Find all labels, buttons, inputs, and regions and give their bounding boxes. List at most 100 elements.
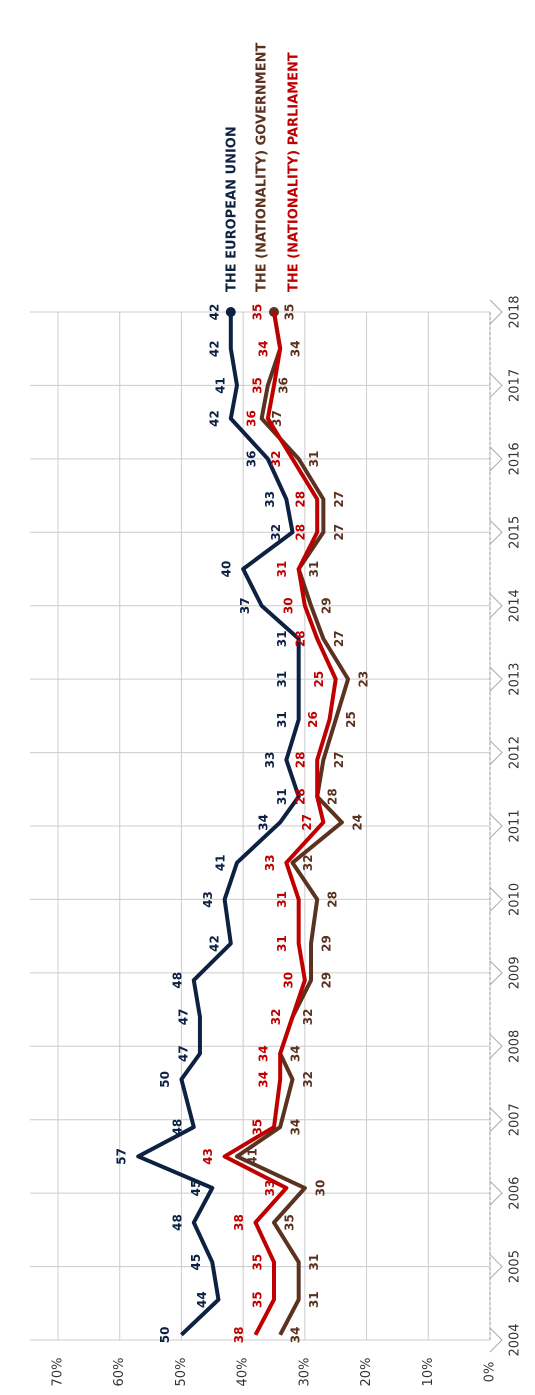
- x-tick-label: 2009: [508, 956, 523, 989]
- data-label: 28: [294, 788, 308, 805]
- data-label: 31: [307, 1254, 321, 1271]
- data-label: 28: [294, 524, 308, 541]
- data-label: 35: [251, 1291, 265, 1308]
- data-label: 34: [289, 1119, 303, 1136]
- data-label: 33: [263, 752, 277, 769]
- data-label: 30: [313, 1180, 327, 1197]
- y-tick-label: 20%: [359, 1358, 374, 1387]
- data-label: 28: [294, 752, 308, 769]
- data-label: 34: [257, 1071, 271, 1088]
- tick-mark: [489, 740, 503, 765]
- data-label: 48: [170, 1214, 184, 1231]
- data-label: 32: [301, 1009, 315, 1026]
- series-line: [136, 312, 301, 1337]
- x-tick-label: 2006: [508, 1177, 523, 1210]
- data-label: 25: [344, 711, 358, 728]
- y-tick-label: 70%: [51, 1358, 66, 1387]
- data-label: 50: [158, 1071, 172, 1088]
- x-tick-label: 2012: [508, 736, 523, 769]
- data-label: 38: [232, 1327, 246, 1344]
- x-tick-label: 2018: [508, 295, 523, 328]
- tick-mark: [489, 666, 503, 692]
- x-tick-label: 2005: [508, 1250, 523, 1283]
- data-label: 28: [294, 630, 308, 647]
- tick-mark: [489, 1327, 503, 1353]
- tick-mark: [489, 593, 503, 619]
- data-label: 40: [220, 561, 234, 578]
- data-label: 32: [301, 1071, 315, 1088]
- data-label: 43: [201, 891, 215, 908]
- data-label: 31: [307, 451, 321, 468]
- data-label: 42: [207, 410, 221, 427]
- data-label: 42: [207, 304, 221, 321]
- legend-label: THE EUROPEAN UNION: [225, 126, 240, 292]
- data-label: 29: [320, 597, 334, 614]
- x-tick-label: 2004: [508, 1323, 523, 1356]
- data-label: 41: [245, 1148, 259, 1165]
- tick-mark: [489, 299, 503, 325]
- data-label: 47: [176, 1045, 190, 1062]
- data-label: 43: [201, 1148, 215, 1165]
- data-label: 30: [281, 972, 295, 989]
- data-label: 31: [275, 561, 289, 578]
- data-label: 48: [170, 1119, 184, 1136]
- data-label: 31: [275, 711, 289, 728]
- data-label: 38: [232, 1214, 246, 1231]
- data-label: 31: [307, 1291, 321, 1308]
- y-tick-label: 30%: [297, 1358, 312, 1387]
- data-label: 34: [257, 340, 271, 357]
- data-label: 29: [320, 972, 334, 989]
- x-tick-label: 2008: [508, 1030, 523, 1063]
- legend-label: THE (NATIONALITY) PARLIAMENT: [287, 52, 302, 292]
- data-label: 35: [251, 377, 265, 394]
- data-label: 28: [326, 891, 340, 908]
- data-label: 27: [332, 752, 346, 769]
- data-label: 25: [312, 671, 326, 688]
- data-label: 44: [195, 1291, 209, 1308]
- x-tick-label: 2011: [508, 809, 523, 842]
- data-label: 57: [115, 1148, 129, 1165]
- data-label: 37: [270, 410, 284, 427]
- data-label: 32: [301, 854, 315, 871]
- y-tick-label: 10%: [421, 1358, 436, 1387]
- x-tick-label: 2015: [508, 516, 523, 549]
- data-label: 36: [244, 451, 258, 468]
- data-label: 50: [158, 1327, 172, 1344]
- data-label: 27: [332, 491, 346, 508]
- data-label: 34: [289, 1327, 303, 1344]
- data-label: 34: [289, 1045, 303, 1062]
- data-label: 31: [275, 891, 289, 908]
- data-label: 27: [300, 814, 314, 831]
- data-label: 34: [257, 1045, 271, 1062]
- data-label: 24: [350, 814, 364, 831]
- data-label: 35: [283, 1214, 297, 1231]
- tick-mark: [489, 519, 503, 545]
- data-label: 33: [263, 1180, 277, 1197]
- data-label: 31: [275, 630, 289, 647]
- data-label: 27: [332, 524, 346, 541]
- series-line: [234, 311, 351, 1336]
- data-label: 45: [189, 1254, 203, 1271]
- tick-mark: [489, 446, 503, 472]
- data-label: 41: [213, 377, 227, 394]
- y-tick-label: 0%: [483, 1362, 498, 1383]
- legend-label: THE (NATIONALITY) GOVERNMENT: [255, 43, 270, 292]
- x-tick-label: 2010: [508, 883, 523, 916]
- data-label: 47: [176, 1009, 190, 1026]
- tick-mark: [489, 1033, 503, 1059]
- data-label: 32: [269, 1009, 283, 1026]
- data-label: 42: [207, 935, 221, 952]
- data-label: 45: [189, 1180, 203, 1197]
- data-label: 26: [306, 711, 320, 728]
- data-label: 27: [332, 630, 346, 647]
- data-label: 32: [269, 451, 283, 468]
- data-label: 42: [207, 340, 221, 357]
- data-label: 31: [275, 788, 289, 805]
- y-tick-label: 60%: [112, 1358, 127, 1387]
- y-tick-label: 40%: [236, 1358, 251, 1387]
- tick-mark: [489, 960, 503, 986]
- tick-mark: [489, 1254, 503, 1279]
- x-tick-label: 2007: [508, 1103, 523, 1136]
- data-label: 34: [257, 814, 271, 831]
